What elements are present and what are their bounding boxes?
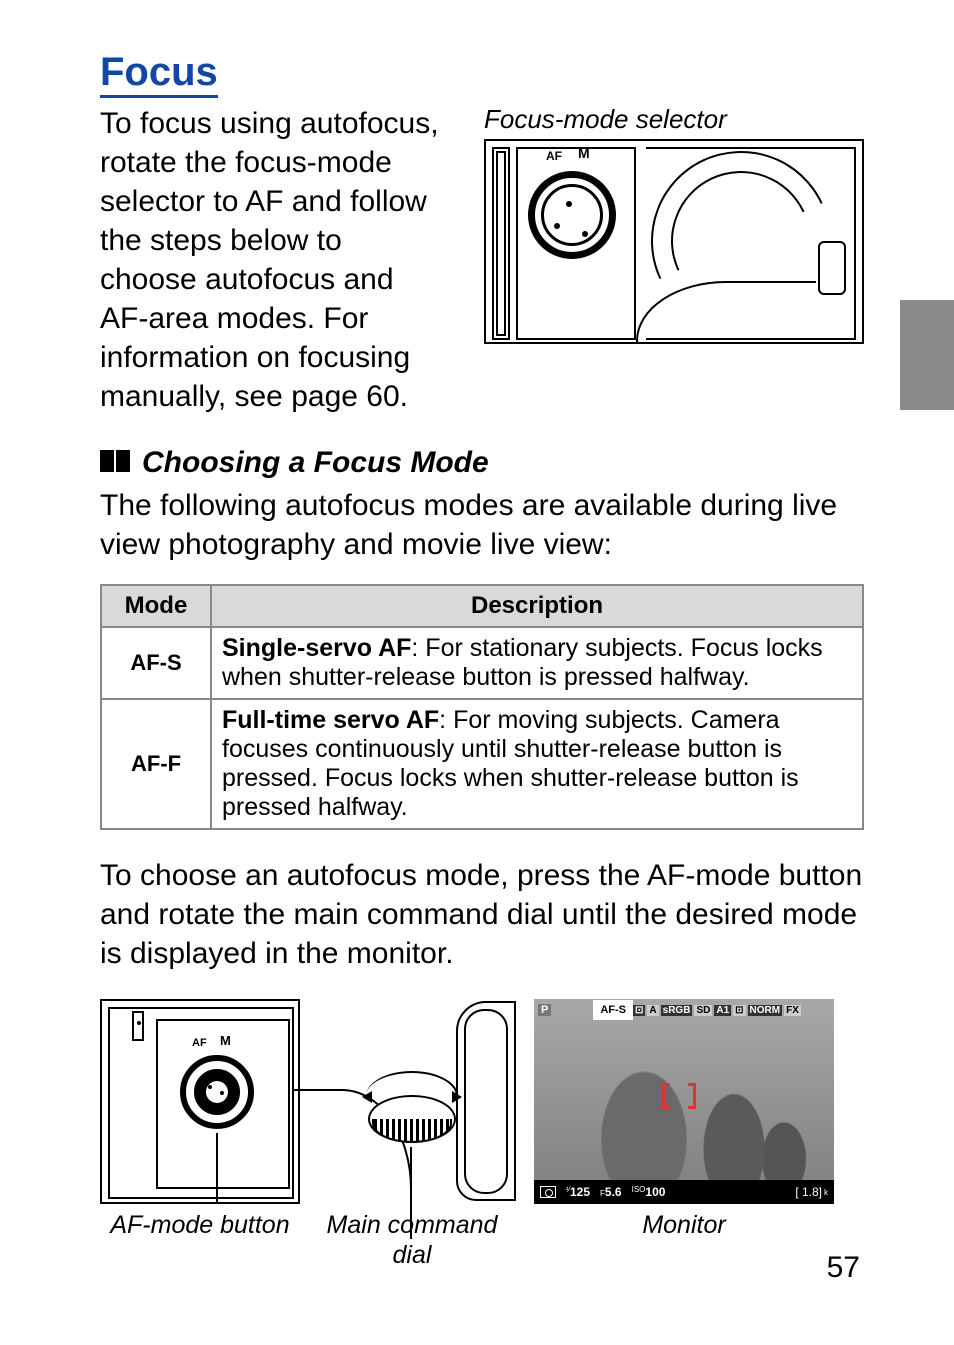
af-modes-table: Mode Description AF-S Single-servo AF: F…	[100, 584, 864, 830]
focus-selector-figure: Focus-mode selector AF M	[484, 104, 864, 416]
camera-icon	[540, 1186, 556, 1198]
chip-icon: ⊡	[733, 1005, 745, 1016]
leader-line	[216, 1133, 218, 1204]
table-row: AF-F Full-time servo AF: For moving subj…	[101, 699, 863, 829]
desc-cell: Full-time servo AF: For moving subjects.…	[211, 699, 863, 829]
figure-caption: Focus-mode selector	[484, 104, 864, 135]
subheading-bullet-icon	[100, 446, 132, 480]
desc-cell: Single-servo AF: For stationary subjects…	[211, 627, 863, 699]
chip-icon: NORM	[748, 1005, 783, 1016]
intro-row: To focus using autofocus, rotate the foc…	[100, 104, 864, 416]
command-dial-figure: Main command dial	[312, 999, 512, 1270]
leader-line	[410, 1147, 412, 1209]
remaining: [ 1.8]	[795, 1185, 822, 1199]
af-button-illustration: AF M	[100, 999, 300, 1204]
col-desc: Description	[211, 585, 863, 627]
iso: ISO100	[632, 1185, 666, 1199]
section-tab	[900, 300, 954, 410]
shutter-speed: ¹⁄125	[566, 1185, 590, 1199]
chip-icon: FX	[784, 1005, 801, 1016]
af-button-figure: AF M AF-mode button	[100, 999, 300, 1240]
subheading: Choosing a Focus Mode	[100, 446, 864, 480]
chip-icon: SD	[694, 1005, 712, 1016]
figure-row: AF M AF-mode button	[100, 999, 864, 1270]
monitor-figure: P AF-S ⊡ A sRGB SD A1 ⊡ NORM FX ¹⁄12	[534, 999, 834, 1240]
m-label: M	[578, 145, 590, 161]
chip-icon: A1	[714, 1005, 731, 1016]
mode-cell: AF-F	[101, 699, 211, 829]
monitor-bottombar: ¹⁄125 F5.6 ISO100 [ 1.8]k	[534, 1180, 834, 1204]
col-mode: Mode	[101, 585, 211, 627]
section-heading: Focus	[100, 50, 218, 98]
page: Focus To focus using autofocus, rotate t…	[0, 0, 954, 1345]
af-label: AF	[546, 149, 562, 163]
mode-cell: AF-S	[101, 627, 211, 699]
page-number: 57	[827, 1251, 860, 1285]
chip-icon: ⊡	[633, 1005, 645, 1016]
chip-icon: A	[647, 1005, 658, 1016]
instruction-text: To choose an autofocus mode, press the A…	[100, 856, 864, 973]
intro-text: To focus using autofocus, rotate the foc…	[100, 104, 444, 416]
af-mode-indicator: AF-S	[595, 1002, 631, 1018]
af-label: AF	[192, 1037, 207, 1049]
subheading-text: Choosing a Focus Mode	[142, 446, 489, 479]
figure-caption: AF-mode button	[100, 1210, 300, 1240]
m-label: M	[220, 1033, 231, 1048]
aperture: F5.6	[600, 1185, 622, 1199]
table-row: AF-S Single-servo AF: For stationary sub…	[101, 627, 863, 699]
monitor-illustration: P AF-S ⊡ A sRGB SD A1 ⊡ NORM FX ¹⁄12	[534, 999, 834, 1204]
af-point-icon	[662, 1083, 696, 1109]
subheading-intro: The following autofocus modes are availa…	[100, 486, 864, 564]
chip-icon: sRGB	[661, 1005, 693, 1016]
command-dial-illustration	[312, 999, 512, 1204]
figure-caption: Monitor	[534, 1210, 834, 1240]
focus-selector-illustration: AF M	[484, 139, 864, 344]
remaining-k: k	[824, 1188, 828, 1197]
mode-indicator: P	[538, 1004, 551, 1016]
monitor-topbar: P AF-S ⊡ A sRGB SD A1 ⊡ NORM FX	[534, 999, 834, 1021]
